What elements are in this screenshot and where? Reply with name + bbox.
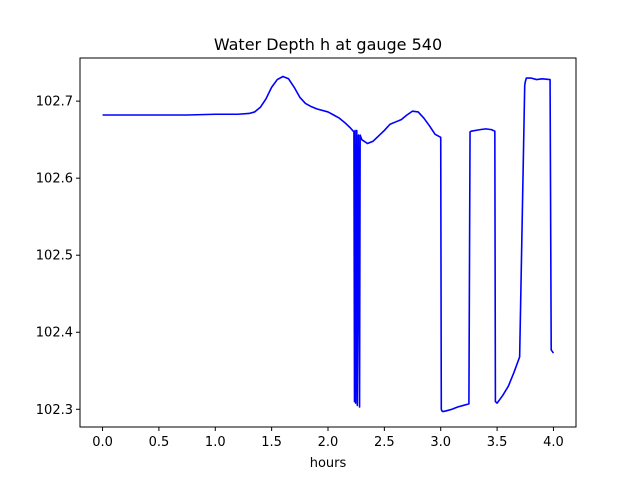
x-axis-label: hours [310,456,347,471]
axes-frame [79,57,577,428]
y-tick-label: 102.3 [36,403,73,418]
x-tick-label: 1.5 [261,435,282,450]
x-tick-label: 4.0 [543,435,564,450]
y-tick-label: 102.6 [36,172,73,187]
series-line [102,75,555,413]
y-tick-label: 102.7 [36,95,73,110]
y-tick-label: 102.5 [36,249,73,264]
y-tick-label: 102.4 [36,326,73,341]
x-tick-label: 0.0 [92,435,113,450]
x-tick-label: 3.5 [487,435,508,450]
x-tick-label: 3.0 [430,435,451,450]
chart-title: Water Depth h at gauge 540 [214,35,442,54]
x-tick-label: 2.5 [374,435,395,450]
x-axis: 0.0 0.5 1.0 1.5 2.0 2.5 3.0 3.5 4.0 [92,427,564,450]
y-axis: 102.3 102.4 102.5 102.6 102.7 [36,95,80,418]
x-tick-label: 1.0 [205,435,226,450]
plot-area [102,75,555,413]
x-tick-label: 2.0 [318,435,339,450]
x-tick-label: 0.5 [149,435,170,450]
